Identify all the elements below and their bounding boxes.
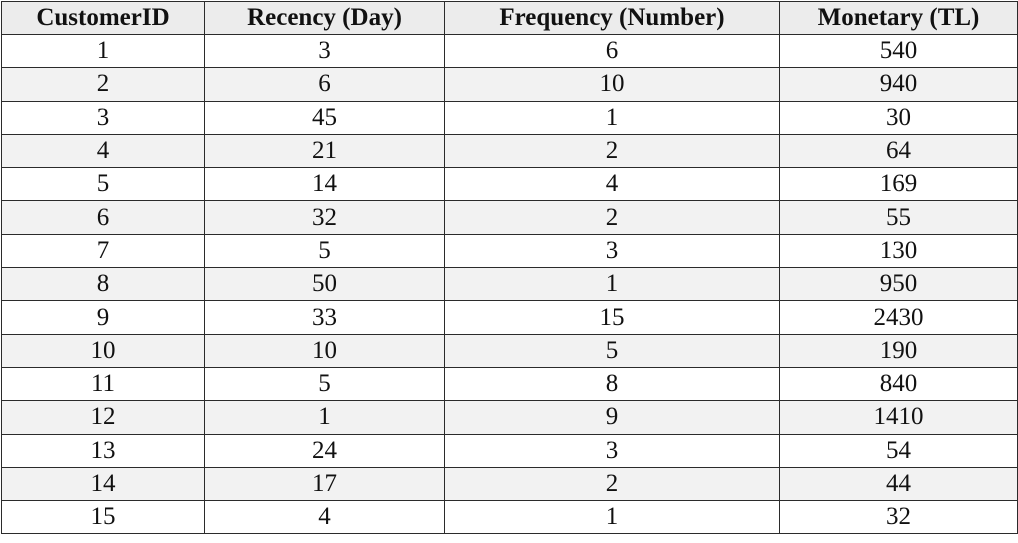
cell-customer-id: 8 [1, 267, 205, 302]
cell-customer-id: 3 [1, 100, 205, 135]
cell-recency: 33 [204, 300, 445, 335]
table-row: 9 33 15 2430 [1, 300, 1018, 335]
table-row: 12 1 9 1410 [1, 400, 1018, 435]
cell-monetary: 190 [779, 333, 1018, 368]
cell-recency: 5 [204, 233, 445, 269]
cell-recency: 1 [204, 400, 445, 435]
cell-frequency: 3 [444, 233, 780, 269]
cell-frequency: 15 [444, 300, 780, 335]
table-body: 1 3 6 540 2 6 10 940 3 45 1 30 4 21 2 64 5 14 4 169 6 32 2 55 7 5… [1, 33, 1018, 535]
cell-monetary: 1410 [779, 400, 1018, 435]
cell-customer-id: 2 [1, 67, 205, 102]
table-row: 14 17 2 44 [1, 466, 1018, 502]
cell-recency: 3 [204, 33, 445, 69]
cell-monetary: 840 [779, 366, 1018, 402]
cell-monetary: 169 [779, 167, 1018, 202]
cell-monetary: 130 [779, 233, 1018, 269]
header-row: CustomerID Recency (Day) Frequency (Numb… [1, 1, 1018, 35]
cell-monetary: 30 [779, 100, 1018, 135]
cell-monetary: 64 [779, 133, 1018, 169]
cell-recency: 17 [204, 466, 445, 502]
cell-customer-id: 13 [1, 433, 205, 468]
header-monetary: Monetary (TL) [779, 1, 1018, 35]
cell-recency: 45 [204, 100, 445, 135]
cell-recency: 6 [204, 67, 445, 102]
cell-customer-id: 1 [1, 33, 205, 69]
header-recency: Recency (Day) [204, 1, 445, 35]
cell-monetary: 32 [779, 500, 1018, 535]
cell-recency: 32 [204, 200, 445, 235]
table-row: 1 3 6 540 [1, 33, 1018, 69]
cell-frequency: 1 [444, 100, 780, 135]
cell-recency: 10 [204, 333, 445, 368]
table-row: 3 45 1 30 [1, 100, 1018, 135]
cell-frequency: 1 [444, 500, 780, 535]
cell-frequency: 2 [444, 200, 780, 235]
header-frequency: Frequency (Number) [444, 1, 780, 35]
table-row: 2 6 10 940 [1, 67, 1018, 102]
cell-customer-id: 10 [1, 333, 205, 368]
cell-customer-id: 14 [1, 466, 205, 502]
cell-frequency: 5 [444, 333, 780, 368]
cell-recency: 21 [204, 133, 445, 169]
cell-customer-id: 4 [1, 133, 205, 169]
cell-monetary: 2430 [779, 300, 1018, 335]
cell-customer-id: 12 [1, 400, 205, 435]
cell-monetary: 540 [779, 33, 1018, 69]
cell-monetary: 44 [779, 466, 1018, 502]
header-customer-id: CustomerID [1, 1, 205, 35]
cell-frequency: 4 [444, 167, 780, 202]
table-row: 5 14 4 169 [1, 167, 1018, 202]
cell-customer-id: 7 [1, 233, 205, 269]
cell-frequency: 10 [444, 67, 780, 102]
table-row: 13 24 3 54 [1, 433, 1018, 468]
cell-frequency: 9 [444, 400, 780, 435]
table-row: 10 10 5 190 [1, 333, 1018, 368]
cell-frequency: 3 [444, 433, 780, 468]
cell-monetary: 950 [779, 267, 1018, 302]
cell-monetary: 55 [779, 200, 1018, 235]
table-row: 7 5 3 130 [1, 233, 1018, 269]
table-row: 15 4 1 32 [1, 500, 1018, 535]
cell-recency: 24 [204, 433, 445, 468]
table-header: CustomerID Recency (Day) Frequency (Numb… [1, 1, 1018, 35]
cell-customer-id: 6 [1, 200, 205, 235]
cell-recency: 5 [204, 366, 445, 402]
cell-customer-id: 9 [1, 300, 205, 335]
cell-monetary: 54 [779, 433, 1018, 468]
cell-frequency: 6 [444, 33, 780, 69]
cell-frequency: 8 [444, 366, 780, 402]
cell-recency: 4 [204, 500, 445, 535]
cell-customer-id: 15 [1, 500, 205, 535]
cell-recency: 50 [204, 267, 445, 302]
cell-frequency: 2 [444, 133, 780, 169]
table-row: 6 32 2 55 [1, 200, 1018, 235]
table-row: 11 5 8 840 [1, 366, 1018, 402]
cell-frequency: 2 [444, 466, 780, 502]
cell-customer-id: 5 [1, 167, 205, 202]
cell-frequency: 1 [444, 267, 780, 302]
cell-monetary: 940 [779, 67, 1018, 102]
cell-recency: 14 [204, 167, 445, 202]
table-row: 8 50 1 950 [1, 267, 1018, 302]
table-row: 4 21 2 64 [1, 133, 1018, 169]
cell-customer-id: 11 [1, 366, 205, 402]
